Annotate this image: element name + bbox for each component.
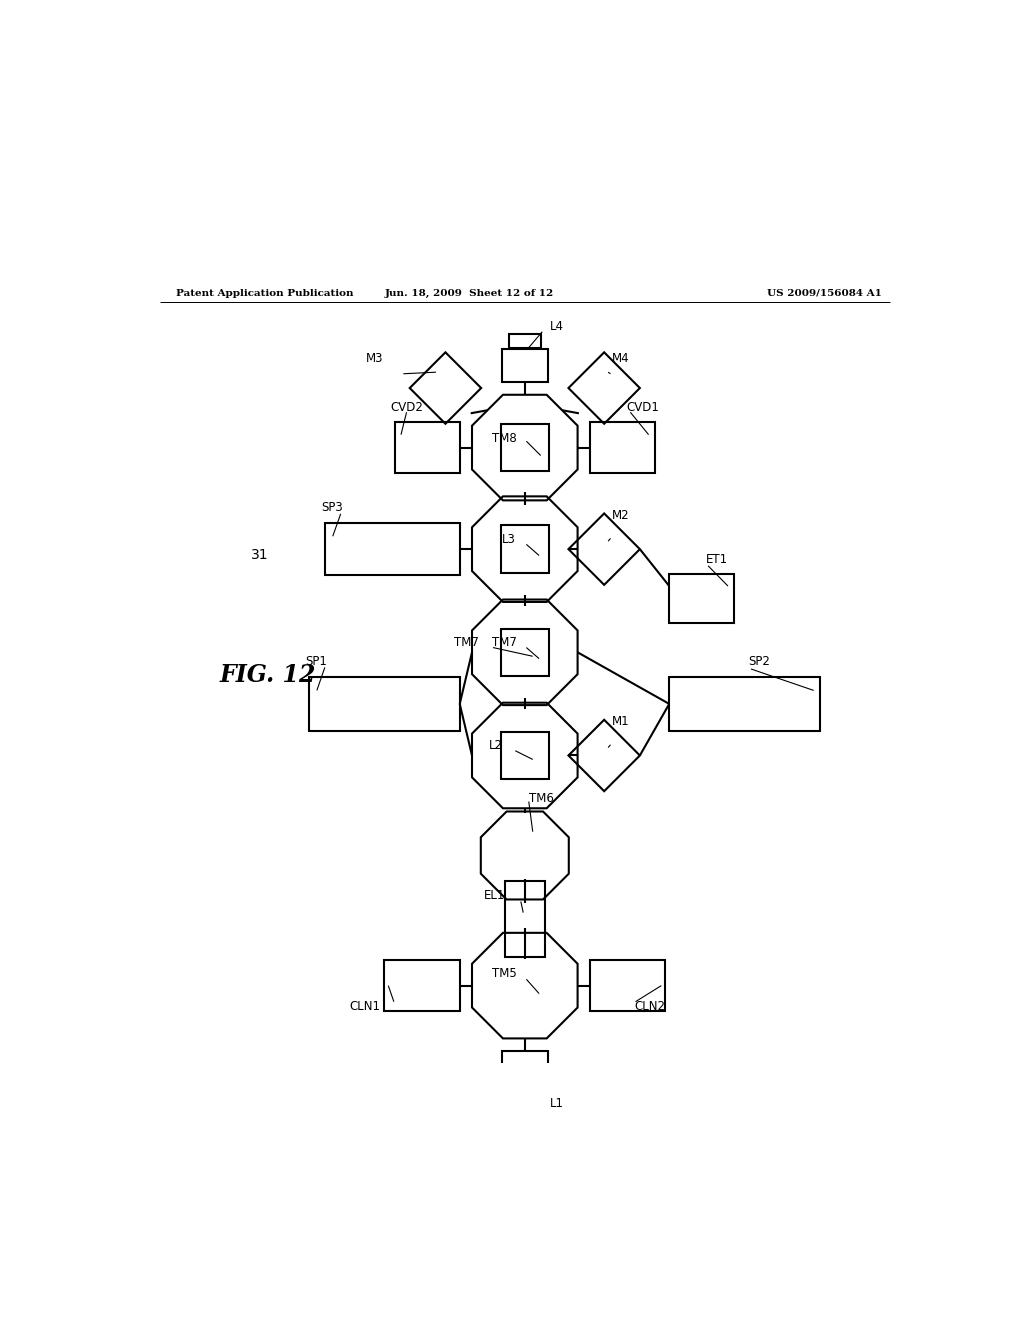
Text: CVD1: CVD1 (627, 401, 659, 414)
Text: L4: L4 (550, 321, 564, 334)
Bar (590, 422, 655, 474)
Text: M1: M1 (612, 715, 630, 729)
Text: CLN1: CLN1 (349, 1001, 380, 1012)
Text: FIG. 12: FIG. 12 (219, 663, 315, 686)
Text: SP1: SP1 (305, 655, 327, 668)
Text: 31: 31 (251, 549, 268, 562)
Bar (501, 525, 549, 573)
Bar (502, 1051, 548, 1084)
Text: CLN2: CLN2 (634, 1001, 665, 1012)
Text: SP3: SP3 (321, 502, 343, 513)
Bar (309, 677, 460, 731)
Bar (501, 424, 549, 471)
Text: TM5: TM5 (493, 968, 517, 981)
Text: M4: M4 (612, 352, 630, 366)
Bar (501, 731, 549, 779)
Bar (502, 350, 548, 383)
Text: L3: L3 (502, 533, 515, 546)
Bar (509, 334, 541, 348)
Text: M2: M2 (612, 510, 630, 521)
Text: Jun. 18, 2009  Sheet 12 of 12: Jun. 18, 2009 Sheet 12 of 12 (385, 289, 554, 297)
Text: CVD2: CVD2 (391, 401, 424, 414)
Text: L1: L1 (550, 1097, 564, 1110)
Text: TM7: TM7 (454, 636, 479, 649)
Text: M3: M3 (367, 352, 384, 366)
Bar (384, 960, 460, 1011)
Text: EL1: EL1 (483, 888, 505, 902)
Text: Patent Application Publication: Patent Application Publication (176, 289, 353, 297)
Bar (325, 523, 460, 576)
Text: TM6: TM6 (528, 792, 554, 805)
Bar (505, 882, 545, 957)
Bar (501, 628, 549, 676)
Text: TM7: TM7 (492, 636, 517, 649)
Text: SP2: SP2 (749, 655, 770, 668)
Text: US 2009/156084 A1: US 2009/156084 A1 (767, 289, 882, 297)
Bar (670, 677, 820, 731)
Bar (590, 960, 666, 1011)
Text: TM8: TM8 (493, 432, 517, 445)
Bar (670, 574, 734, 623)
Bar (509, 1085, 541, 1100)
Text: L2: L2 (488, 739, 503, 752)
Text: ET1: ET1 (706, 553, 728, 566)
Bar (394, 422, 460, 474)
